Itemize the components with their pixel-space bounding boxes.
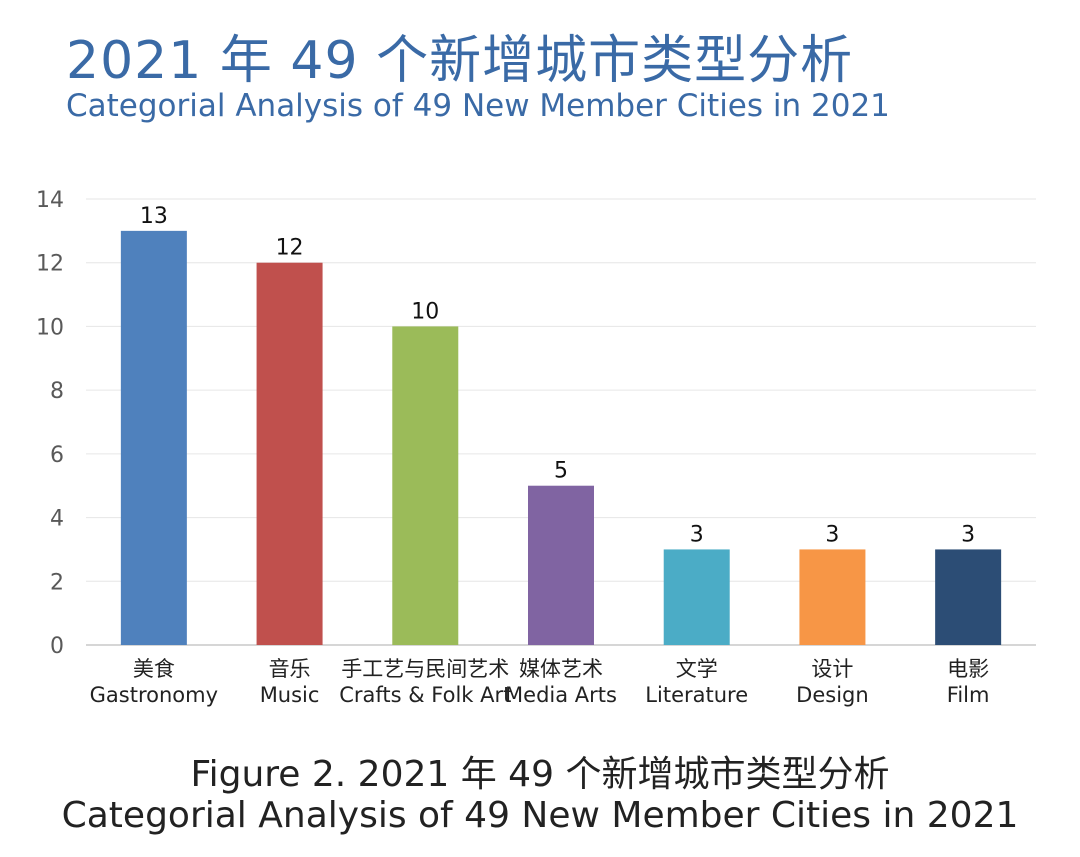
y-tick-label: 8: [50, 379, 64, 404]
y-tick-label: 4: [50, 507, 64, 532]
figure-caption-line-1: Figure 2. 2021 年 49 个新增城市类型分析: [190, 754, 890, 795]
data-label: 3: [825, 522, 839, 547]
x-tick-label-cn: 手工艺与民间艺术: [341, 657, 509, 681]
bar: [663, 549, 730, 645]
y-tick-label: 14: [36, 188, 64, 213]
x-tick-label-cn: 音乐: [269, 657, 311, 681]
y-tick-label: 12: [36, 252, 64, 277]
x-tick-label-en: Literature: [645, 683, 748, 707]
x-tick-label-cn: 美食: [133, 657, 175, 681]
x-tick-label-cn: 电影: [947, 657, 989, 681]
bar: [935, 549, 1002, 645]
data-label: 3: [961, 522, 975, 547]
x-tick-label-en: Crafts & Folk Art: [339, 683, 511, 707]
bar: [256, 262, 323, 645]
bar: [799, 549, 866, 645]
figure-caption-line-2: Categorial Analysis of 49 New Member Cit…: [61, 795, 1019, 836]
x-tick-label-en: Film: [947, 683, 990, 707]
x-tick-label-cn: 媒体艺术: [519, 657, 603, 681]
y-tick-label: 10: [36, 315, 64, 340]
y-tick-label: 2: [50, 570, 64, 595]
chart-title-chinese: 2021 年 49 个新增城市类型分析: [66, 31, 854, 91]
data-label: 13: [140, 204, 168, 229]
bar: [392, 326, 459, 645]
x-tick-label-en: Gastronomy: [90, 683, 218, 707]
data-label: 5: [554, 459, 568, 484]
bar: [120, 230, 187, 645]
y-tick-label: 6: [50, 443, 64, 468]
x-tick-label-en: Music: [260, 683, 320, 707]
x-tick-label-en: Design: [796, 683, 869, 707]
data-label: 12: [276, 236, 304, 261]
x-tick-label-cn: 文学: [676, 657, 718, 681]
data-label: 10: [411, 299, 439, 324]
y-tick-label: 0: [50, 634, 64, 659]
x-tick-label-cn: 设计: [811, 657, 853, 681]
bar: [528, 485, 594, 645]
x-tick-label-en: Media Arts: [505, 683, 617, 707]
chart-title-english: Categorial Analysis of 49 New Member Cit…: [66, 88, 890, 124]
data-label: 3: [690, 522, 704, 547]
